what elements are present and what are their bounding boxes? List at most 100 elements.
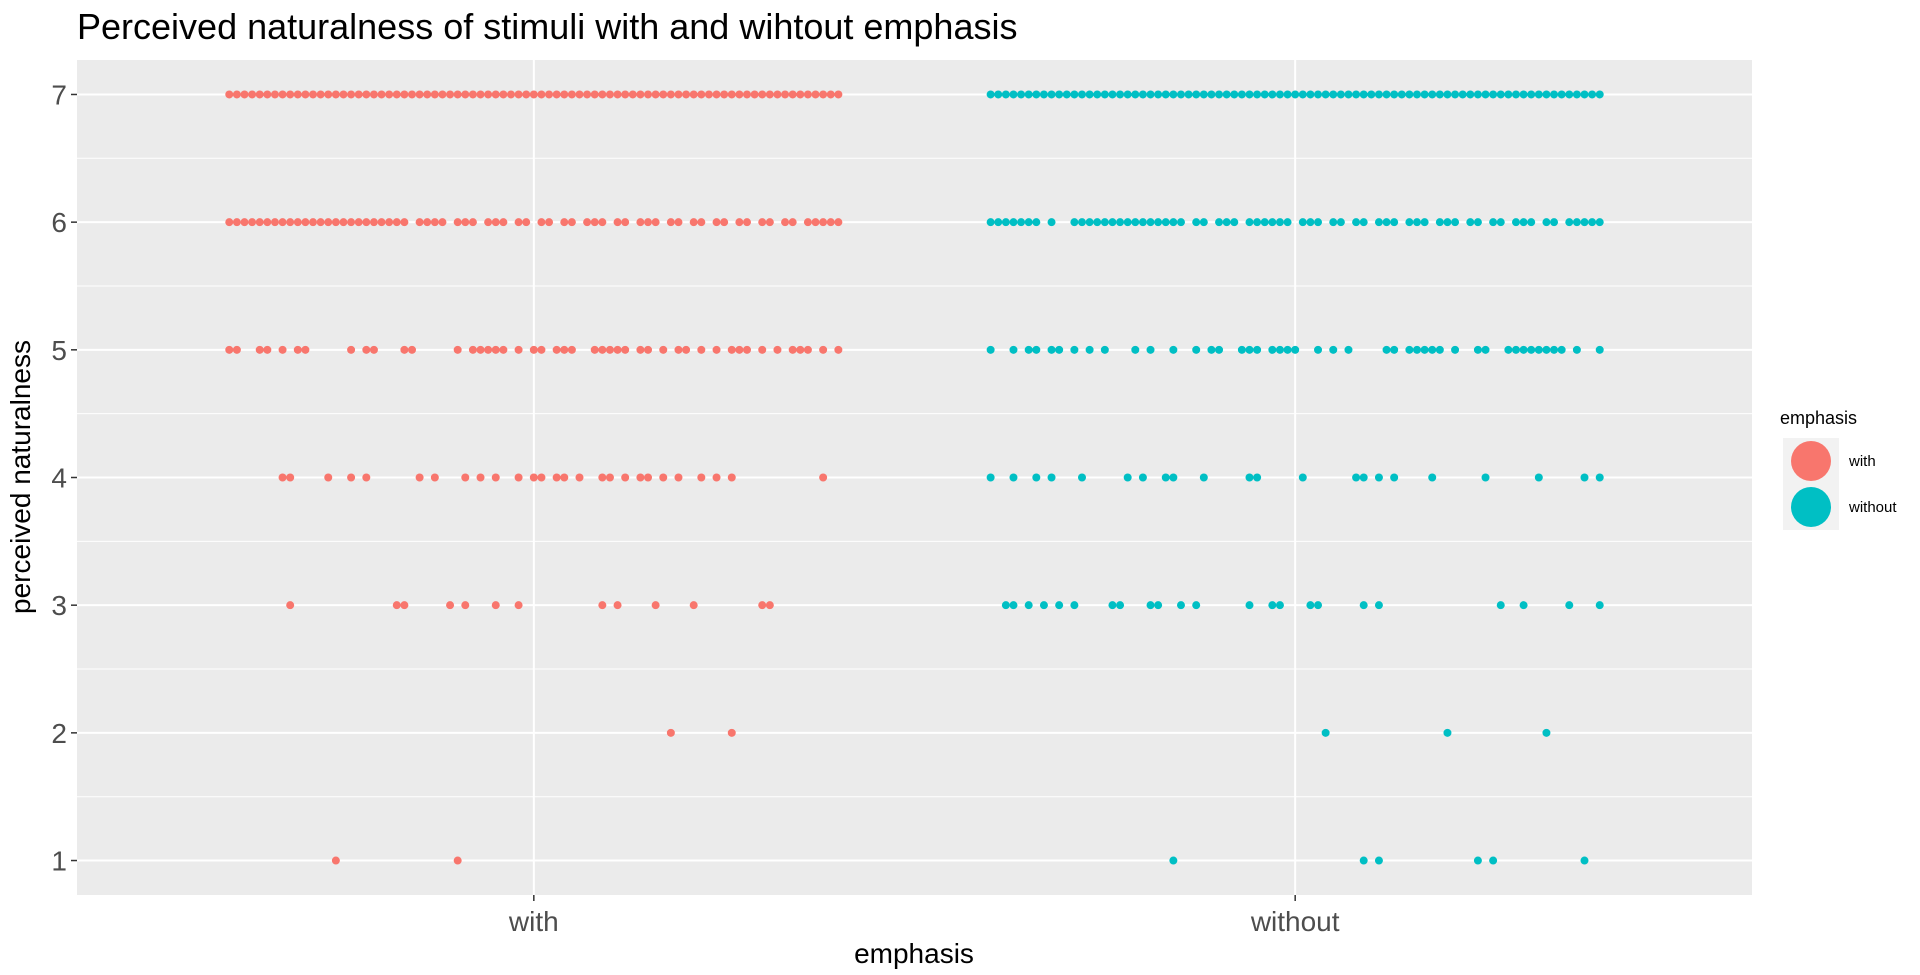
data-point-without bbox=[1047, 90, 1056, 99]
data-point-without bbox=[1511, 90, 1520, 99]
data-point-with bbox=[453, 345, 462, 354]
data-point-with bbox=[560, 90, 569, 99]
data-point-with bbox=[537, 218, 546, 227]
data-point-without bbox=[1047, 345, 1056, 354]
data-point-with bbox=[567, 218, 576, 227]
data-point-with bbox=[453, 218, 462, 227]
data-point-with bbox=[819, 218, 828, 227]
data-point-with bbox=[529, 473, 538, 482]
data-point-with bbox=[529, 90, 538, 99]
data-point-with bbox=[796, 90, 805, 99]
data-point-with bbox=[666, 218, 675, 227]
data-point-without bbox=[1055, 90, 1064, 99]
data-point-with bbox=[758, 218, 767, 227]
data-point-with bbox=[400, 218, 409, 227]
data-point-with bbox=[765, 90, 774, 99]
data-point-without bbox=[1534, 90, 1543, 99]
data-point-without bbox=[1055, 345, 1064, 354]
data-point-with bbox=[278, 218, 287, 227]
data-point-with bbox=[354, 90, 363, 99]
data-point-without bbox=[1519, 345, 1528, 354]
data-point-with bbox=[461, 601, 470, 610]
data-point-without bbox=[1032, 345, 1041, 354]
data-point-without bbox=[1245, 90, 1254, 99]
data-point-with bbox=[293, 218, 302, 227]
data-point-without bbox=[1565, 601, 1574, 610]
data-point-without bbox=[1496, 601, 1505, 610]
data-point-with bbox=[560, 345, 569, 354]
data-point-without bbox=[1336, 218, 1345, 227]
data-point-with bbox=[545, 218, 554, 227]
data-point-with bbox=[331, 90, 340, 99]
data-point-without bbox=[1039, 601, 1048, 610]
data-point-with bbox=[385, 90, 394, 99]
data-point-with bbox=[369, 218, 378, 227]
data-point-with bbox=[735, 345, 744, 354]
data-point-without bbox=[1572, 345, 1581, 354]
data-point-with bbox=[461, 473, 470, 482]
x-tick-label: with bbox=[508, 906, 559, 937]
data-point-without bbox=[1443, 90, 1452, 99]
data-point-without bbox=[1169, 218, 1178, 227]
data-point-without bbox=[1176, 90, 1185, 99]
data-point-without bbox=[1359, 601, 1368, 610]
data-point-with bbox=[750, 90, 759, 99]
data-point-without bbox=[1443, 728, 1452, 737]
data-point-with bbox=[636, 473, 645, 482]
data-point-with bbox=[552, 90, 561, 99]
data-point-with bbox=[301, 90, 310, 99]
data-point-with bbox=[727, 728, 736, 737]
data-point-without bbox=[1451, 90, 1460, 99]
data-point-with bbox=[225, 345, 234, 354]
data-point-with bbox=[712, 90, 721, 99]
data-point-without bbox=[1192, 345, 1201, 354]
data-point-without bbox=[1085, 345, 1094, 354]
data-point-without bbox=[1580, 473, 1589, 482]
data-point-without bbox=[1565, 218, 1574, 227]
data-point-without bbox=[1291, 90, 1300, 99]
data-point-with bbox=[605, 345, 614, 354]
data-point-with bbox=[590, 218, 599, 227]
data-point-with bbox=[659, 473, 668, 482]
data-point-with bbox=[423, 90, 432, 99]
data-point-with bbox=[621, 218, 630, 227]
data-point-with bbox=[392, 90, 401, 99]
data-point-with bbox=[446, 90, 455, 99]
x-tick-label: without bbox=[1250, 906, 1340, 937]
data-point-without bbox=[1352, 473, 1361, 482]
data-point-without bbox=[1534, 473, 1543, 482]
data-point-without bbox=[1275, 90, 1284, 99]
data-point-with bbox=[819, 345, 828, 354]
data-point-with bbox=[575, 90, 584, 99]
data-point-without bbox=[1504, 345, 1513, 354]
data-point-with bbox=[598, 473, 607, 482]
data-point-without bbox=[1382, 218, 1391, 227]
data-point-with bbox=[248, 90, 257, 99]
data-point-with bbox=[697, 218, 706, 227]
data-point-with bbox=[377, 90, 386, 99]
data-point-with bbox=[278, 345, 287, 354]
data-point-without bbox=[1176, 218, 1185, 227]
data-point-without bbox=[1550, 218, 1559, 227]
data-point-with bbox=[598, 601, 607, 610]
data-point-without bbox=[1314, 601, 1323, 610]
data-point-with bbox=[605, 90, 614, 99]
data-point-without bbox=[1588, 90, 1597, 99]
data-point-without bbox=[1374, 856, 1383, 865]
data-point-with bbox=[225, 218, 234, 227]
data-point-without bbox=[1496, 90, 1505, 99]
data-point-without bbox=[1542, 90, 1551, 99]
data-point-with bbox=[255, 218, 264, 227]
data-point-without bbox=[1131, 90, 1140, 99]
data-point-with bbox=[514, 90, 523, 99]
data-point-without bbox=[1222, 218, 1231, 227]
data-point-with bbox=[232, 345, 241, 354]
data-point-with bbox=[552, 345, 561, 354]
data-point-without bbox=[1009, 473, 1018, 482]
data-point-with bbox=[499, 90, 508, 99]
data-point-with bbox=[324, 90, 333, 99]
data-point-with bbox=[286, 473, 295, 482]
data-point-without bbox=[1001, 90, 1010, 99]
data-point-without bbox=[1268, 345, 1277, 354]
data-point-with bbox=[720, 90, 729, 99]
